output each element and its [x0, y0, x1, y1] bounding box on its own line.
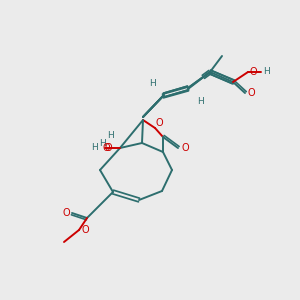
Text: H: H — [106, 131, 113, 140]
Text: H: H — [150, 80, 156, 88]
Text: O: O — [247, 88, 255, 98]
Text: O: O — [249, 67, 257, 77]
Text: O: O — [181, 143, 189, 153]
Text: H: H — [100, 139, 106, 148]
Text: O: O — [155, 118, 163, 128]
Text: O: O — [81, 225, 89, 235]
Text: O: O — [102, 143, 110, 153]
Text: O: O — [104, 143, 112, 153]
Text: O: O — [62, 208, 70, 218]
Text: H: H — [262, 68, 269, 76]
Text: H: H — [92, 143, 98, 152]
Text: H: H — [196, 97, 203, 106]
